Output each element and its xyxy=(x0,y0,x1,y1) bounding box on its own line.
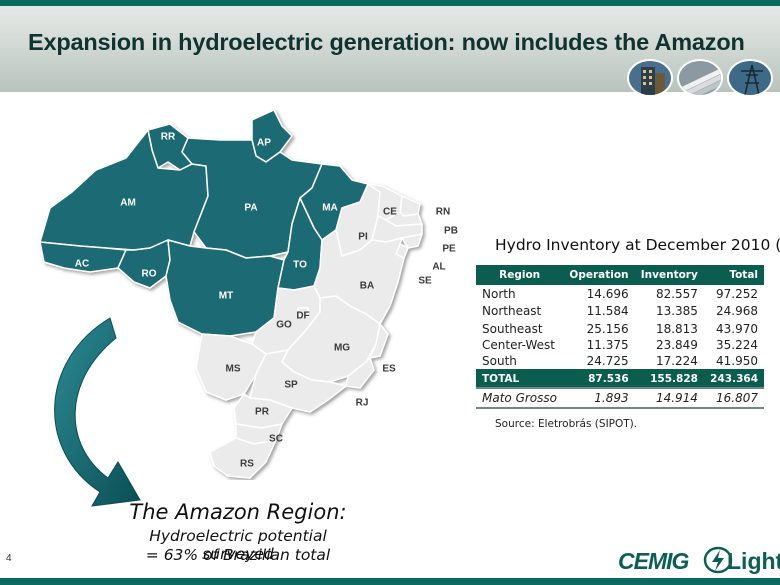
header-top-line xyxy=(0,0,780,6)
cell-region: Northeast xyxy=(482,303,542,318)
light-logo: Light xyxy=(727,548,780,574)
cell-operation: 24.725 xyxy=(586,354,629,368)
cell-inventory: 14.914 xyxy=(634,387,704,409)
table-header-row: Region Operation Inventory Total xyxy=(476,265,764,285)
state-mg xyxy=(281,295,381,383)
caption-line-1: Hydroelectric potential surveyed xyxy=(149,527,327,563)
label-go: GO xyxy=(276,319,292,331)
cell-total: 16.807 xyxy=(703,387,764,409)
cell-total: 24.968 xyxy=(716,303,758,318)
building-photo-icon xyxy=(627,59,673,97)
state-ap xyxy=(251,109,293,163)
table-row: Northeast 11.584 13.385 24.968 xyxy=(476,302,764,319)
label-pi: PI xyxy=(358,231,368,243)
label-rr: RR xyxy=(160,131,176,143)
cell-total: 41.950 xyxy=(716,354,758,368)
hydro-inventory-table: Region Operation Inventory Total North 1… xyxy=(476,265,764,409)
cemig-logo: CEMIG xyxy=(618,548,689,574)
cell-region: North xyxy=(482,286,516,301)
label-se: SE xyxy=(418,275,432,287)
slide-title: Expansion in hydroelectric generation: n… xyxy=(28,29,745,55)
power-tower-photo-icon xyxy=(727,59,773,97)
cell-operation: 14.696 xyxy=(586,286,629,301)
label-am: AM xyxy=(120,197,136,209)
dam-pipes-photo-icon xyxy=(677,59,723,97)
cell-region: South xyxy=(482,354,517,368)
cell-inventory: 17.224 xyxy=(655,354,698,368)
label-df: DF xyxy=(296,310,310,322)
label-ap: AP xyxy=(257,137,271,149)
caption-heading: The Amazon Region: xyxy=(129,500,347,524)
label-ba: BA xyxy=(359,280,375,292)
cell-total: 43.970 xyxy=(716,322,758,336)
label-mg: MG xyxy=(333,342,351,354)
label-ro: RO xyxy=(141,268,157,280)
footer-bar xyxy=(0,578,780,585)
label-to: TO xyxy=(293,259,307,271)
label-sc: SC xyxy=(269,433,283,445)
cell-inventory: 23.849 xyxy=(655,337,698,352)
brazil-map: RR AP AM PA MA CE RN PB PE PI AL SE AC R… xyxy=(30,100,475,480)
cell-inventory: 18.813 xyxy=(655,322,698,336)
state-df xyxy=(297,307,309,317)
column-header: Operation xyxy=(563,265,635,285)
state-al xyxy=(401,233,423,249)
label-pb: PB xyxy=(444,225,458,237)
table-row: South 24.725 17.224 41.950 xyxy=(476,353,764,370)
label-al: AL xyxy=(432,261,446,273)
label-rs: RS xyxy=(240,458,254,470)
label-pr: PR xyxy=(255,406,269,418)
cell-region: Mato Grosso xyxy=(476,387,564,409)
state-rn xyxy=(399,195,421,217)
mato-grosso-row: Mato Grosso 1.893 14.914 16.807 xyxy=(476,387,764,409)
state-es xyxy=(369,323,389,359)
label-ac: AC xyxy=(74,258,90,270)
cell-operation: 1.893 xyxy=(563,387,635,409)
column-header: Region xyxy=(476,265,564,285)
label-ce: CE xyxy=(383,206,397,218)
label-ms: MS xyxy=(225,363,241,375)
label-ma: MA xyxy=(322,202,338,214)
table-row: North 14.696 82.557 97.252 xyxy=(476,285,764,302)
total-row: TOTAL 87.536 155.828 243.364 xyxy=(476,369,764,388)
table-title: Hydro Inventory at December 2010 (MW) xyxy=(495,236,780,254)
cell-operation: 11.375 xyxy=(586,337,629,352)
source-note: Source: Eletrobrás (SIPOT). xyxy=(495,418,638,430)
state-rs xyxy=(209,437,277,479)
cell-inventory: 82.557 xyxy=(655,286,698,301)
label-pa: PA xyxy=(244,202,258,214)
cell-inventory: 155.828 xyxy=(634,369,704,388)
cell-region: Southeast xyxy=(482,322,543,336)
column-header: Inventory xyxy=(634,265,704,285)
lightning-logo-icon xyxy=(703,546,733,574)
cell-region: Center-West xyxy=(482,337,555,352)
cell-operation: 87.536 xyxy=(563,369,635,388)
cell-total: 243.364 xyxy=(703,369,764,388)
cell-total: 97.252 xyxy=(716,286,758,301)
cell-operation: 11.584 xyxy=(586,303,629,318)
label-sp: SP xyxy=(284,379,298,391)
cell-inventory: 13.385 xyxy=(655,303,698,318)
state-ms xyxy=(195,333,267,401)
page-number: 4 xyxy=(6,553,12,564)
caption-line-2: = 63% of Brazilian total xyxy=(145,546,331,564)
label-rj: RJ xyxy=(355,397,369,409)
label-pe: PE xyxy=(442,243,456,255)
cell-region: TOTAL xyxy=(476,369,564,388)
cell-operation: 25.156 xyxy=(586,322,629,336)
column-header: Total xyxy=(703,265,764,285)
label-mt: MT xyxy=(218,290,234,302)
table-row: Center-West 11.375 23.849 35.224 xyxy=(476,336,764,353)
label-rn: RN xyxy=(435,206,451,218)
cell-total: 35.224 xyxy=(716,337,758,352)
slide-header: Expansion in hydroelectric generation: n… xyxy=(0,0,780,92)
table-row: Southeast 25.156 18.813 43.970 xyxy=(476,319,764,336)
label-es: ES xyxy=(382,363,396,375)
